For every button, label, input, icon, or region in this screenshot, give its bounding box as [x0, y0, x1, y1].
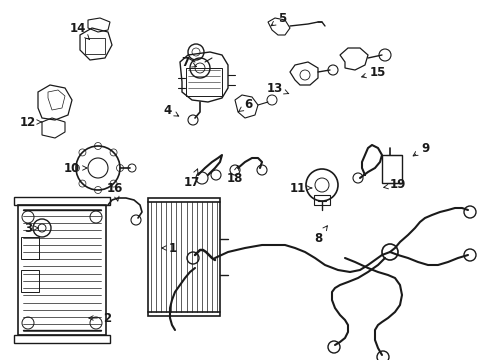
Text: 13: 13	[267, 81, 289, 94]
Bar	[186, 68, 222, 96]
Text: 6: 6	[239, 99, 252, 112]
Bar	[21, 270, 39, 292]
Text: 12: 12	[20, 116, 42, 129]
Text: 9: 9	[413, 141, 429, 156]
Text: 7: 7	[181, 55, 196, 68]
Text: 17: 17	[184, 169, 200, 189]
Text: 2: 2	[89, 311, 111, 324]
Text: 8: 8	[314, 226, 327, 244]
Text: 3: 3	[24, 221, 38, 234]
Bar	[382, 155, 402, 183]
Text: 10: 10	[64, 162, 87, 175]
Bar	[21, 237, 39, 259]
Bar	[14, 197, 110, 205]
Bar	[18, 205, 106, 335]
Text: 11: 11	[290, 181, 312, 194]
Bar	[85, 38, 105, 54]
Text: 16: 16	[107, 181, 123, 201]
Text: 1: 1	[162, 242, 177, 255]
Bar	[14, 335, 110, 343]
Text: 14: 14	[70, 22, 90, 40]
Text: 4: 4	[164, 104, 179, 117]
Bar	[314, 195, 330, 205]
Text: 19: 19	[384, 179, 406, 192]
Text: 18: 18	[227, 166, 243, 184]
Text: 15: 15	[362, 66, 386, 78]
Text: 5: 5	[271, 12, 286, 26]
Bar	[148, 198, 220, 316]
